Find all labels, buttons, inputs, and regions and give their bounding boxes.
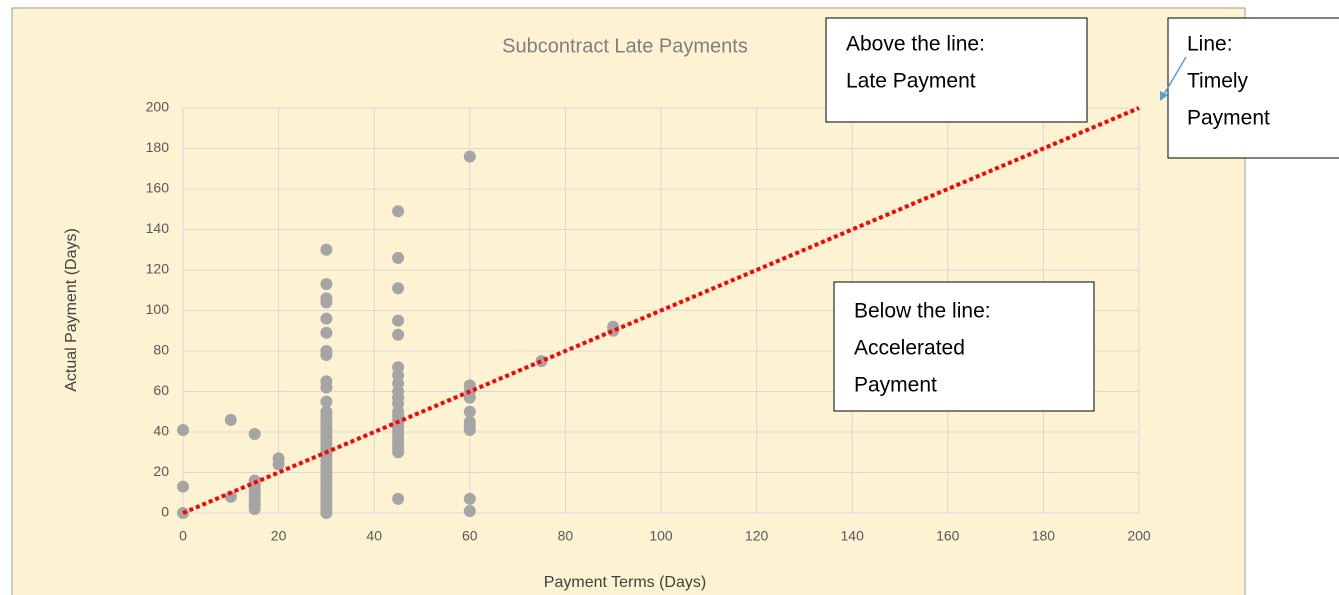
- annotation-text: Line:: [1187, 33, 1233, 56]
- point: [320, 296, 333, 309]
- annotation-text: Payment: [1187, 107, 1270, 130]
- annotation-text: Timely: [1187, 70, 1249, 93]
- x-tick-label: 0: [179, 528, 187, 544]
- x-tick-label: 40: [366, 528, 382, 544]
- y-tick-label: 200: [146, 99, 170, 115]
- point: [320, 278, 333, 291]
- point: [392, 314, 405, 327]
- point: [392, 446, 405, 459]
- point: [463, 504, 476, 517]
- y-tick-label: 180: [146, 139, 170, 155]
- point: [320, 507, 333, 519]
- point: [320, 243, 333, 256]
- x-tick-label: 200: [1127, 528, 1151, 544]
- point: [392, 251, 405, 264]
- y-tick-label: 100: [146, 301, 170, 317]
- annotation-text: Accelerated: [854, 337, 965, 360]
- y-tick-label: 120: [146, 261, 170, 277]
- point: [177, 423, 189, 436]
- annotation-text: Payment: [854, 374, 937, 397]
- y-tick-label: 80: [153, 342, 169, 358]
- annotation-text: Late Payment: [846, 70, 976, 93]
- x-axis-label: Payment Terms (Days): [544, 574, 706, 591]
- x-tick-label: 120: [745, 528, 769, 544]
- arrow: [1162, 56, 1187, 97]
- box: [833, 281, 1095, 412]
- point: [463, 391, 476, 404]
- arrow-head: [1160, 91, 1168, 101]
- x-tick-label: 180: [1032, 528, 1056, 544]
- point: [463, 150, 476, 163]
- point: [320, 395, 333, 408]
- x-tick-label: 60: [462, 528, 478, 544]
- point: [248, 428, 261, 441]
- point: [463, 423, 476, 436]
- point: [224, 490, 237, 503]
- box: [825, 17, 1088, 123]
- x-tick-label: 160: [936, 528, 960, 544]
- point: [320, 312, 333, 325]
- x-tick-label: 140: [841, 528, 865, 544]
- point: [463, 492, 476, 505]
- y-tick-label: 160: [146, 180, 170, 196]
- y-tick-label: 0: [161, 504, 169, 520]
- reference-line: [182, 106, 1140, 515]
- x-tick-label: 80: [558, 528, 574, 544]
- chart-title: Subcontract Late Payments: [502, 35, 748, 57]
- annotation-box: [825, 17, 1339, 412]
- annotation-text: Above the line:: [846, 33, 985, 56]
- point: [392, 328, 405, 341]
- point: [320, 381, 333, 394]
- annotations: Above the line: Late Payment Line: Timely Pa…: [846, 33, 1270, 397]
- marks: [177, 106, 1140, 519]
- y-tick-label: 20: [153, 463, 169, 479]
- x-tick-label: 20: [271, 528, 287, 544]
- y-tick-label: 140: [146, 220, 170, 236]
- y-tick-label: 40: [153, 423, 169, 439]
- y-axis-label: Actual Payment (Days): [63, 228, 80, 392]
- point: [392, 282, 405, 295]
- point: [320, 349, 333, 362]
- grid: 0 20 40 60 80 100 120 140 160 180 200 0 20 40 60 80 100 1…: [146, 99, 1151, 544]
- y-tick-label: 60: [153, 382, 169, 398]
- annotation-text: Below the line:: [854, 300, 991, 323]
- point: [392, 205, 405, 218]
- point: [224, 413, 237, 426]
- point: [320, 326, 333, 339]
- x-tick-label: 100: [649, 528, 673, 544]
- box: [1167, 17, 1339, 159]
- point: [392, 492, 405, 505]
- point: [177, 480, 189, 493]
- point: [272, 458, 285, 471]
- point: [463, 405, 476, 418]
- point: [248, 502, 261, 515]
